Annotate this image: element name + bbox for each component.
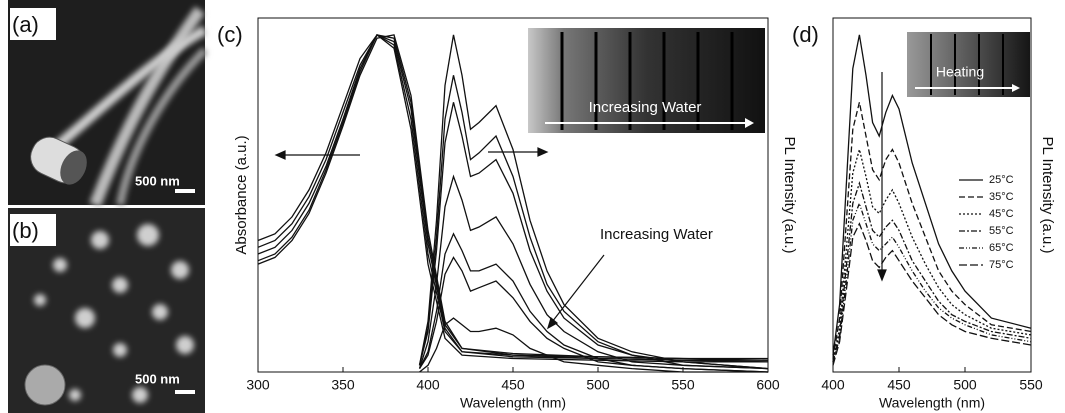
panel-label: (a) bbox=[12, 12, 39, 37]
x-tick-label: 400 bbox=[416, 377, 440, 393]
annotation-arrows bbox=[274, 147, 605, 330]
scale-bar-label: 500 nm bbox=[135, 173, 180, 188]
series-line bbox=[257, 33, 768, 363]
series-line bbox=[832, 34, 1032, 356]
inset-label: Increasing Water bbox=[589, 99, 702, 116]
series-line bbox=[418, 256, 769, 373]
legend-label: 25°C bbox=[989, 174, 1014, 186]
series-line bbox=[832, 180, 1032, 363]
x-tick-label: 450 bbox=[887, 377, 911, 393]
series-line bbox=[418, 102, 769, 370]
panel-label: (b) bbox=[12, 218, 39, 243]
x-tick-label: 450 bbox=[501, 377, 525, 393]
inset-photo: Increasing Water bbox=[528, 28, 765, 133]
series-line bbox=[418, 75, 769, 370]
annotation: Increasing Water bbox=[600, 226, 713, 243]
x-tick-label: 550 bbox=[1019, 377, 1043, 393]
inset-label: Heating bbox=[936, 64, 984, 80]
x-tick-label: 600 bbox=[756, 377, 780, 393]
micrograph-b: (b) 500 nm bbox=[8, 208, 205, 413]
series-line bbox=[418, 232, 769, 373]
x-tick-label: 400 bbox=[821, 377, 845, 393]
series-line bbox=[832, 222, 1032, 366]
series-line bbox=[418, 174, 769, 370]
legend-label: 65°C bbox=[989, 242, 1014, 254]
x-axis-label: Wavelength (nm) bbox=[460, 395, 566, 411]
series-line bbox=[418, 34, 769, 370]
series-line bbox=[832, 146, 1032, 363]
series-line bbox=[419, 317, 768, 373]
x-tick-label: 300 bbox=[246, 377, 270, 393]
y-axis-label: Absorbance (a.u.) bbox=[233, 135, 250, 254]
legend-label: 55°C bbox=[989, 225, 1014, 237]
y2-axis-label: PL Intensity (a.u.) bbox=[781, 137, 798, 254]
legend-label: 45°C bbox=[989, 208, 1014, 220]
x-tick-label: 500 bbox=[953, 377, 977, 393]
x-axis-label: Wavelength (nm) bbox=[879, 395, 985, 411]
series-line bbox=[257, 34, 769, 361]
panel-label: (c) bbox=[217, 22, 243, 47]
series-line bbox=[257, 34, 768, 360]
legend-label: 75°C bbox=[989, 259, 1014, 271]
inset-photo: Heating bbox=[907, 32, 1030, 97]
x-tick-label: 350 bbox=[331, 377, 355, 393]
scale-bar-label: 500 nm bbox=[135, 371, 180, 386]
legend-label: 35°C bbox=[989, 191, 1014, 203]
micrograph-a: (a) 500 nm bbox=[8, 0, 208, 208]
x-tick-label: 500 bbox=[586, 377, 610, 393]
x-tick-label: 550 bbox=[671, 377, 695, 393]
annotation-arrow bbox=[877, 72, 887, 282]
series-line bbox=[832, 201, 1032, 363]
y2-axis-label: PL Intensity (a.u.) bbox=[1039, 137, 1056, 254]
plot-frame bbox=[832, 17, 1032, 373]
series-line bbox=[257, 34, 769, 363]
panel-label: (d) bbox=[792, 22, 819, 47]
